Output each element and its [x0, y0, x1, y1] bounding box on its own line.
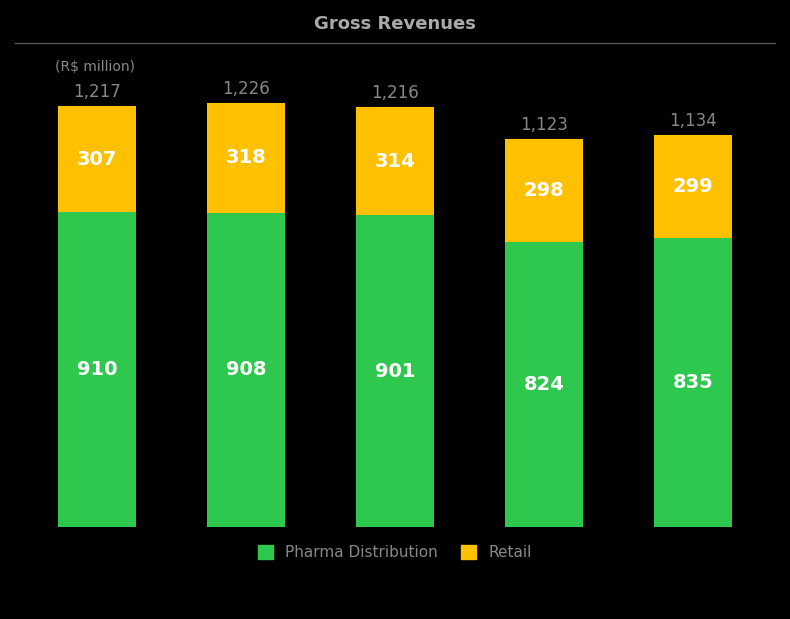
- Text: 307: 307: [77, 150, 117, 169]
- Text: 298: 298: [524, 181, 564, 200]
- Bar: [506, 139, 583, 242]
- Text: 901: 901: [374, 361, 416, 381]
- Text: 908: 908: [226, 360, 266, 379]
- Text: 1,226: 1,226: [222, 80, 270, 98]
- Text: 314: 314: [374, 152, 416, 171]
- Bar: [58, 212, 136, 527]
- Bar: [506, 242, 583, 527]
- Text: 835: 835: [672, 373, 713, 392]
- Text: 824: 824: [524, 375, 565, 394]
- Bar: [654, 238, 732, 527]
- Text: (R$ million): (R$ million): [55, 60, 135, 74]
- Text: 1,216: 1,216: [371, 84, 419, 102]
- Bar: [356, 215, 434, 527]
- Bar: [356, 107, 434, 215]
- Bar: [654, 135, 732, 238]
- Bar: [58, 106, 136, 212]
- Text: 299: 299: [673, 177, 713, 196]
- Title: Gross Revenues: Gross Revenues: [314, 15, 476, 33]
- Text: 318: 318: [226, 149, 266, 168]
- Legend: Pharma Distribution, Retail: Pharma Distribution, Retail: [250, 537, 540, 568]
- Text: 1,123: 1,123: [520, 116, 568, 134]
- Bar: [207, 213, 284, 527]
- Text: 1,134: 1,134: [669, 111, 717, 129]
- Bar: [207, 103, 284, 213]
- Text: 1,217: 1,217: [73, 83, 121, 101]
- Text: 910: 910: [77, 360, 117, 379]
